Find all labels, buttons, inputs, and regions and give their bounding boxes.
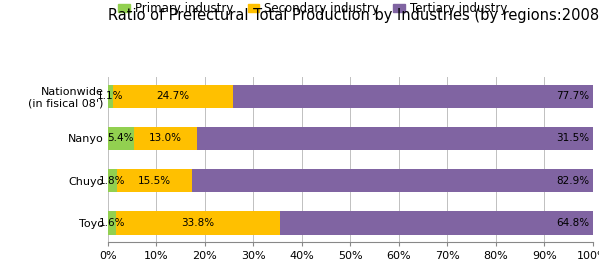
- Bar: [108, 169, 117, 192]
- Bar: [108, 127, 134, 150]
- Bar: [117, 169, 192, 192]
- Text: 1.8%: 1.8%: [99, 176, 125, 186]
- Text: 24.7%: 24.7%: [156, 91, 190, 101]
- Bar: [113, 84, 233, 108]
- Bar: [116, 211, 280, 235]
- Text: 31.5%: 31.5%: [556, 133, 589, 143]
- Bar: [192, 169, 593, 192]
- Text: 1.1%: 1.1%: [97, 91, 124, 101]
- Bar: [108, 84, 113, 108]
- Text: 5.4%: 5.4%: [108, 133, 134, 143]
- Text: 15.5%: 15.5%: [138, 176, 171, 186]
- Text: Ratio of Prefectural Total Production by Industries (by regions:2008): Ratio of Prefectural Total Production by…: [108, 8, 599, 23]
- Legend: Primary industry, Secondary industry, Tertiary industry: Primary industry, Secondary industry, Te…: [114, 0, 512, 20]
- Bar: [233, 84, 593, 108]
- Text: 82.9%: 82.9%: [556, 176, 589, 186]
- Bar: [280, 211, 593, 235]
- Text: 33.8%: 33.8%: [181, 218, 214, 228]
- Text: 1.6%: 1.6%: [98, 218, 125, 228]
- Bar: [108, 211, 116, 235]
- Text: 64.8%: 64.8%: [556, 218, 589, 228]
- Text: 13.0%: 13.0%: [149, 133, 182, 143]
- Text: 77.7%: 77.7%: [556, 91, 589, 101]
- Bar: [197, 127, 593, 150]
- Bar: [134, 127, 197, 150]
